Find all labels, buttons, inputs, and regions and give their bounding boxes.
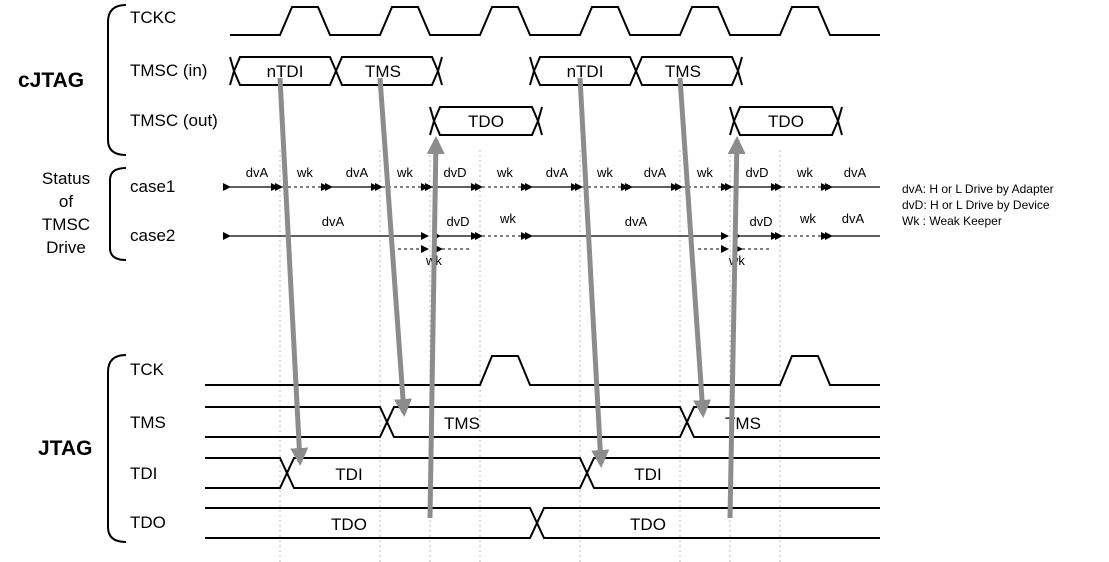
svg-text:dvA: dvA: [322, 214, 345, 229]
svg-text:dvD: dvD: [745, 165, 768, 180]
grid-lines: [279, 150, 781, 562]
signal-label-tdi: TDI: [130, 464, 157, 483]
tdi-label-1: TDI: [335, 465, 362, 484]
case1-labels: dvA wk dvA wk dvD wk dvA wk dvA wk dvD w…: [246, 165, 867, 180]
svg-text:wk: wk: [696, 165, 713, 180]
svg-text:wk: wk: [496, 165, 513, 180]
status-brace: [109, 167, 127, 261]
legend: dvA: H or L Drive by Adapter dvD: H or L…: [902, 182, 1054, 228]
tms-waveform: [205, 406, 880, 438]
svg-text:dvD: dvD: [443, 165, 466, 180]
svg-text:wk: wk: [296, 165, 313, 180]
case2-arrows: [223, 232, 880, 253]
svg-text:wk: wk: [396, 165, 413, 180]
jtag-group-label: JTAG: [38, 437, 92, 460]
tmsc-out-waveform: [429, 106, 843, 136]
tmsc-in-label-4: TMS: [665, 62, 701, 81]
svg-text:dvA: dvA: [546, 165, 569, 180]
signal-label-tmsc-out: TMSC (out): [130, 111, 218, 130]
svg-text:dvA: dvA: [644, 165, 667, 180]
tdi-waveform: [205, 457, 880, 489]
tmsc-in-label-3: nTDI: [567, 62, 604, 81]
tdo-label-2: TDO: [630, 515, 666, 534]
status-label: Status of TMSC Drive: [42, 169, 90, 257]
svg-text:Wk : Weak Keeper: Wk : Weak Keeper: [902, 214, 1002, 228]
signal-label-case2: case2: [130, 226, 175, 245]
svg-text:Status: Status: [42, 169, 90, 188]
svg-text:dvD: dvD: [749, 214, 772, 229]
svg-text:dvD: dvD: [446, 214, 469, 229]
signal-label-tmsc-in: TMSC (in): [130, 61, 207, 80]
svg-text:dvA: dvA: [246, 165, 269, 180]
jtag-brace: [107, 354, 127, 543]
tmsc-in-waveform: [229, 56, 743, 86]
case2-labels: dvA wk dvD wk dvA wk dvD wk dvA: [322, 211, 865, 268]
tmsc-in-label-2: TMS: [365, 62, 401, 81]
svg-text:wk: wk: [596, 165, 613, 180]
signal-label-case1: case1: [130, 177, 175, 196]
svg-text:of: of: [59, 192, 73, 211]
tdi-label-2: TDI: [634, 465, 661, 484]
tdo-waveform: [205, 507, 880, 539]
svg-text:wk: wk: [799, 211, 816, 226]
svg-text:dvA: dvA: [625, 214, 648, 229]
mapping-arrows: [277, 77, 746, 519]
cjtag-brace: [107, 4, 127, 156]
tmsc-out-label-2: TDO: [768, 112, 804, 131]
signal-label-tms: TMS: [130, 413, 166, 432]
cjtag-group-label: cJTAG: [18, 69, 84, 92]
svg-text:wk: wk: [796, 165, 813, 180]
svg-text:dvA: dvA: [346, 165, 369, 180]
tmsc-out-label-1: TDO: [468, 112, 504, 131]
tck-waveform: [205, 355, 880, 386]
svg-text:dvD: H or L Drive by Device: dvD: H or L Drive by Device: [902, 198, 1050, 212]
svg-text:wk: wk: [499, 211, 516, 226]
svg-text:dvA: H or L Drive by Adapter: dvA: H or L Drive by Adapter: [902, 182, 1054, 196]
tms-label-1: TMS: [444, 414, 480, 433]
svg-text:TMSC: TMSC: [42, 215, 90, 234]
tckc-waveform: [230, 6, 880, 36]
signal-label-tckc: TCKC: [130, 8, 176, 27]
signal-label-tck: TCK: [130, 360, 165, 379]
signal-label-tdo: TDO: [130, 513, 166, 532]
svg-text:dvA: dvA: [842, 211, 865, 226]
tdo-label-1: TDO: [331, 515, 367, 534]
svg-text:dvA: dvA: [844, 165, 867, 180]
tmsc-in-label-1: nTDI: [267, 62, 304, 81]
svg-text:Drive: Drive: [46, 238, 86, 257]
